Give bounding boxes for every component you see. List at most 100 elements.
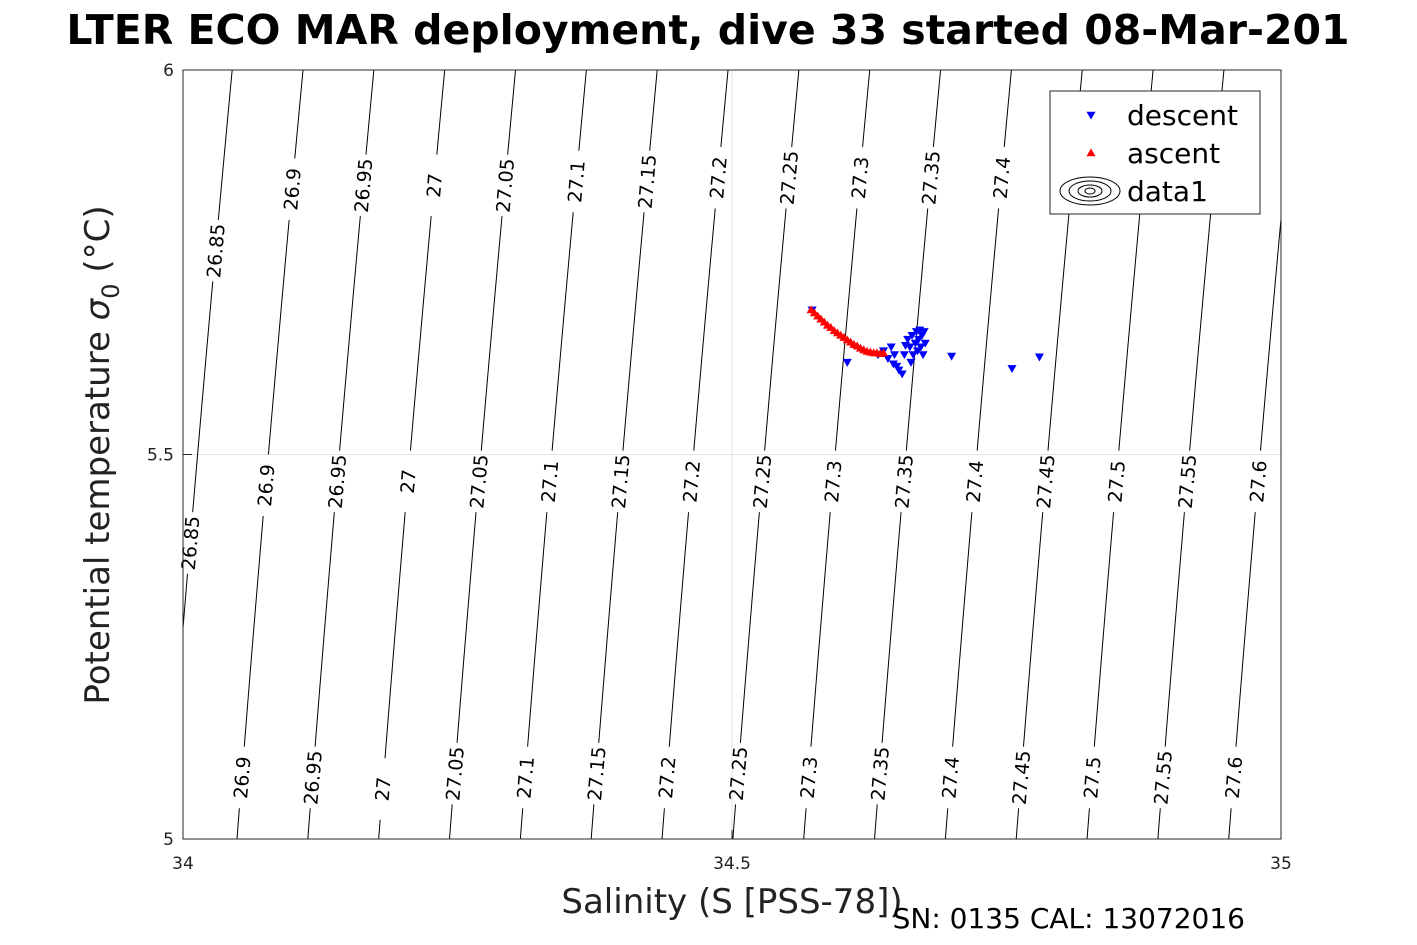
density-contour-line (732, 804, 737, 840)
contour-label: 27.1 (538, 459, 564, 503)
density-contour-line (314, 512, 335, 747)
descent-point (906, 358, 916, 367)
density-contour-line (598, 512, 619, 743)
density-contour-line (267, 219, 290, 455)
density-contour-line (834, 208, 858, 451)
contour-label: 27.35 (918, 150, 945, 206)
contour-label: 27.6 (1222, 756, 1248, 800)
legend-contour-ring (1059, 176, 1121, 206)
ascent-point (879, 348, 889, 357)
density-contour-line (944, 808, 949, 840)
chart-title: LTER ECO MAR deployment, dive 33 started… (66, 6, 1349, 54)
axis-ticks: 34 34.5 35 5 5.5 6 (147, 61, 1292, 874)
contour-label: 27.5 (1080, 756, 1106, 800)
descent-point (910, 339, 920, 348)
contour-label: 27.55 (1150, 750, 1177, 806)
descent-point (916, 343, 926, 352)
contour-label: 26.95 (325, 453, 352, 509)
contour-label: 27.55 (1175, 453, 1202, 509)
y-axis-label: Potential temperature σ0 (°C) (78, 205, 125, 704)
density-contour-line (661, 808, 665, 840)
y-axis-label-sigma: σ (78, 297, 118, 320)
density-contour-line (720, 69, 729, 147)
density-contour-line (668, 512, 690, 747)
contour-label: 27.1 (513, 756, 539, 800)
contour-label: 27.4 (938, 756, 964, 800)
contour-label: 27.4 (963, 459, 989, 503)
density-contour-line (1003, 69, 1012, 147)
y-axis-label-text: Potential temperature (78, 320, 118, 704)
contour-label: 27.35 (867, 746, 894, 802)
contour-label: 27 (397, 468, 421, 494)
density-contour-line (217, 69, 233, 221)
legend-label-ascent: ascent (1127, 137, 1220, 170)
density-contour-line (551, 212, 574, 451)
density-contour-line (519, 808, 524, 840)
contour-label: 27.35 (891, 453, 918, 509)
density-contour-line (622, 212, 645, 451)
contour-label: 26.95 (300, 750, 327, 806)
y-axis-label-unit: (°C) (78, 205, 118, 283)
descent-point (1034, 353, 1044, 362)
contour-label: 27.2 (655, 756, 681, 800)
density-contour-line (1235, 512, 1256, 747)
contour-label: 27.15 (584, 746, 611, 802)
contour-label: 27.3 (821, 459, 847, 503)
descent-point (886, 343, 896, 352)
contour-label: 27.45 (1033, 453, 1060, 509)
descent-point (842, 358, 852, 367)
contour-label: 27.6 (1246, 459, 1272, 503)
contour-label: 27.25 (750, 453, 777, 509)
density-contour-line (976, 208, 1000, 451)
density-contour-line (590, 804, 595, 840)
descent-point (1007, 365, 1017, 373)
density-contour-line (339, 216, 361, 451)
contour-label: 27.05 (493, 157, 520, 213)
density-contour-line (384, 512, 406, 759)
legend-box (1049, 90, 1261, 215)
contour-label: 27.1 (564, 160, 590, 204)
density-contour-line (294, 69, 304, 159)
density-contour-line (192, 281, 214, 513)
density-contour-line (378, 819, 381, 840)
density-contour-line (932, 69, 942, 147)
density-contour-line (862, 69, 871, 147)
descent-point (903, 335, 913, 344)
density-contour-line (810, 512, 831, 747)
density-contour-line (436, 69, 446, 155)
contour-label: 27.25 (777, 150, 804, 206)
contour-label: 27 (423, 172, 447, 198)
density-contour-line (952, 512, 973, 747)
legend-ascent-marker (1086, 148, 1096, 157)
contour-label: 27.5 (1104, 459, 1130, 503)
y-tick-label: 5.5 (147, 446, 174, 466)
density-contour-line (448, 804, 453, 840)
contour-label: 27 (372, 776, 396, 802)
legend-contour-ring (1068, 180, 1112, 202)
density-contour-line (764, 208, 787, 451)
density-contour-line (1093, 512, 1115, 747)
descent-point (899, 351, 909, 360)
density-contour-line (243, 515, 264, 747)
descent-point (908, 351, 918, 360)
contour-label: 26.95 (351, 157, 378, 213)
descent-point (920, 339, 930, 348)
grid (183, 70, 1281, 839)
descent-point (897, 370, 907, 379)
density-contour-line (1157, 808, 1161, 840)
descent-point (888, 360, 898, 369)
density-contour-line (527, 512, 548, 747)
data-series (806, 305, 1044, 379)
density-contour-line (803, 808, 807, 840)
y-axis-label-subscript: 0 (97, 283, 125, 298)
contour-label: 26.85 (203, 223, 230, 279)
contour-label: 26.9 (280, 167, 306, 211)
contour-label: 26.9 (230, 756, 256, 800)
legend-contour-ring (1084, 187, 1096, 195)
contour-label: 27.3 (848, 156, 874, 200)
y-tick-label: 6 (163, 61, 174, 81)
density-contour-line (182, 573, 188, 628)
density-contour-line (874, 804, 878, 840)
descent-point (918, 351, 928, 360)
y-tick-label: 5 (163, 830, 174, 850)
